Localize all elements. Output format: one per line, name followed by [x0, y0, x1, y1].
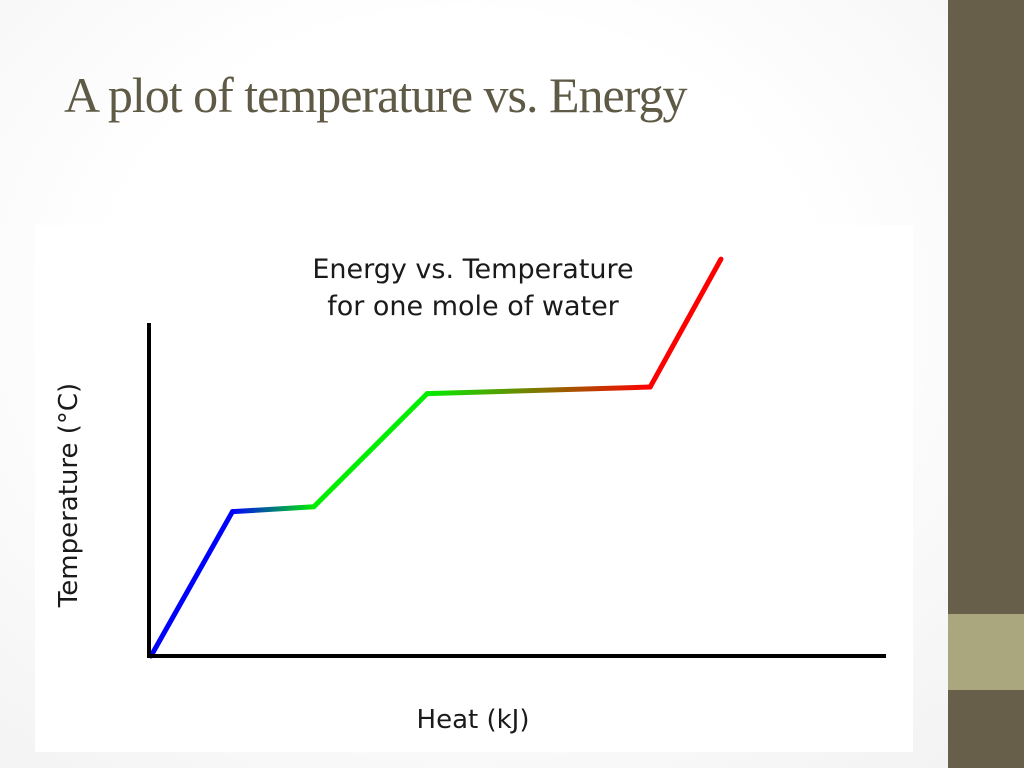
temperature-energy-chart: Energy vs. Temperature for one mole of w… [54, 254, 886, 735]
sidebar-accent-block [948, 614, 1024, 690]
series-segment-boiling [424, 384, 653, 397]
y-axis-label: Temperature (°C) [54, 383, 84, 608]
series-segment-gas-heating [647, 256, 724, 390]
series-segment-melting [229, 504, 317, 515]
chart-title-line-2: for one mole of water [327, 291, 619, 322]
series-segment-solid-heating [148, 509, 235, 659]
chart-title-line-1: Energy vs. Temperature [312, 254, 633, 285]
x-axis-label: Heat (kJ) [417, 705, 530, 735]
series-group [148, 256, 724, 659]
chart-panel: Energy vs. Temperature for one mole of w… [35, 225, 913, 752]
slide-title: A plot of temperature vs. Energy [64, 67, 687, 123]
series-segment-liquid-heating [311, 391, 430, 510]
